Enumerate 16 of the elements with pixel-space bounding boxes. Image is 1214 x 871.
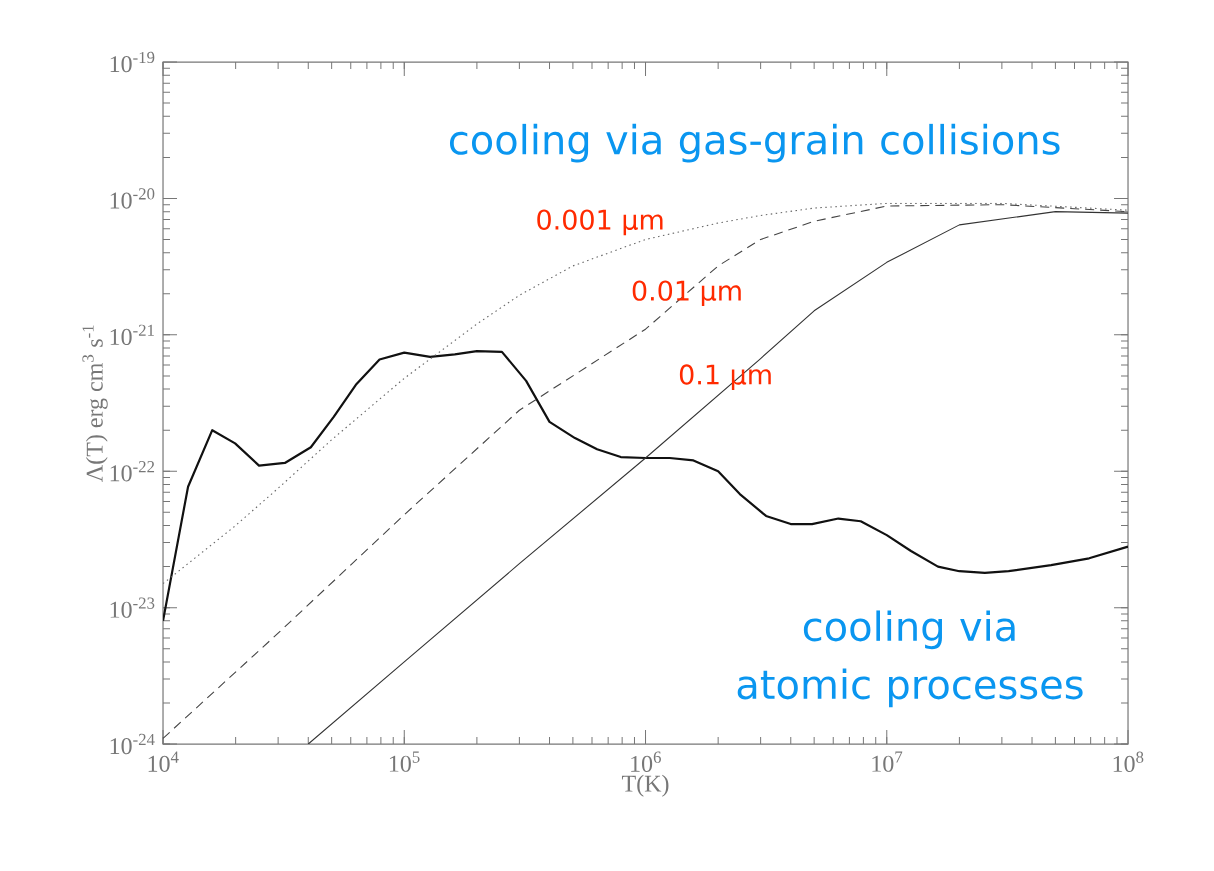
y-axis-title: Λ(T) erg cm$^{3}$ s$^{-1}$ [82,325,108,482]
y-tick-label: 10$^{-21}$ [110,324,154,346]
x-tick-label: 10$^{8}$ [1113,751,1144,773]
x-tick-label: 10$^{7}$ [872,751,903,772]
y-tick-label: 10$^{-23}$ [110,597,155,618]
y-tick-label: 10$^{-22}$ [110,461,155,482]
y-tick-label: 10$^{-19}$ [110,51,155,73]
annotation: cooling via gas-grain collisions [449,123,1060,163]
series-label: 0.01 μm [632,280,741,307]
series-label: 0.1 μm [679,364,771,390]
annotation: cooling via atomic processes [737,610,1083,708]
y-tick-label: 10$^{-20}$ [110,188,155,209]
x-tick-label: 10$^{5}$ [389,751,420,772]
series-label: 0.001 μm [537,209,663,236]
x-tick-label: 10$^{6}$ [631,751,661,772]
x-axis-title: T(K) [621,774,669,797]
